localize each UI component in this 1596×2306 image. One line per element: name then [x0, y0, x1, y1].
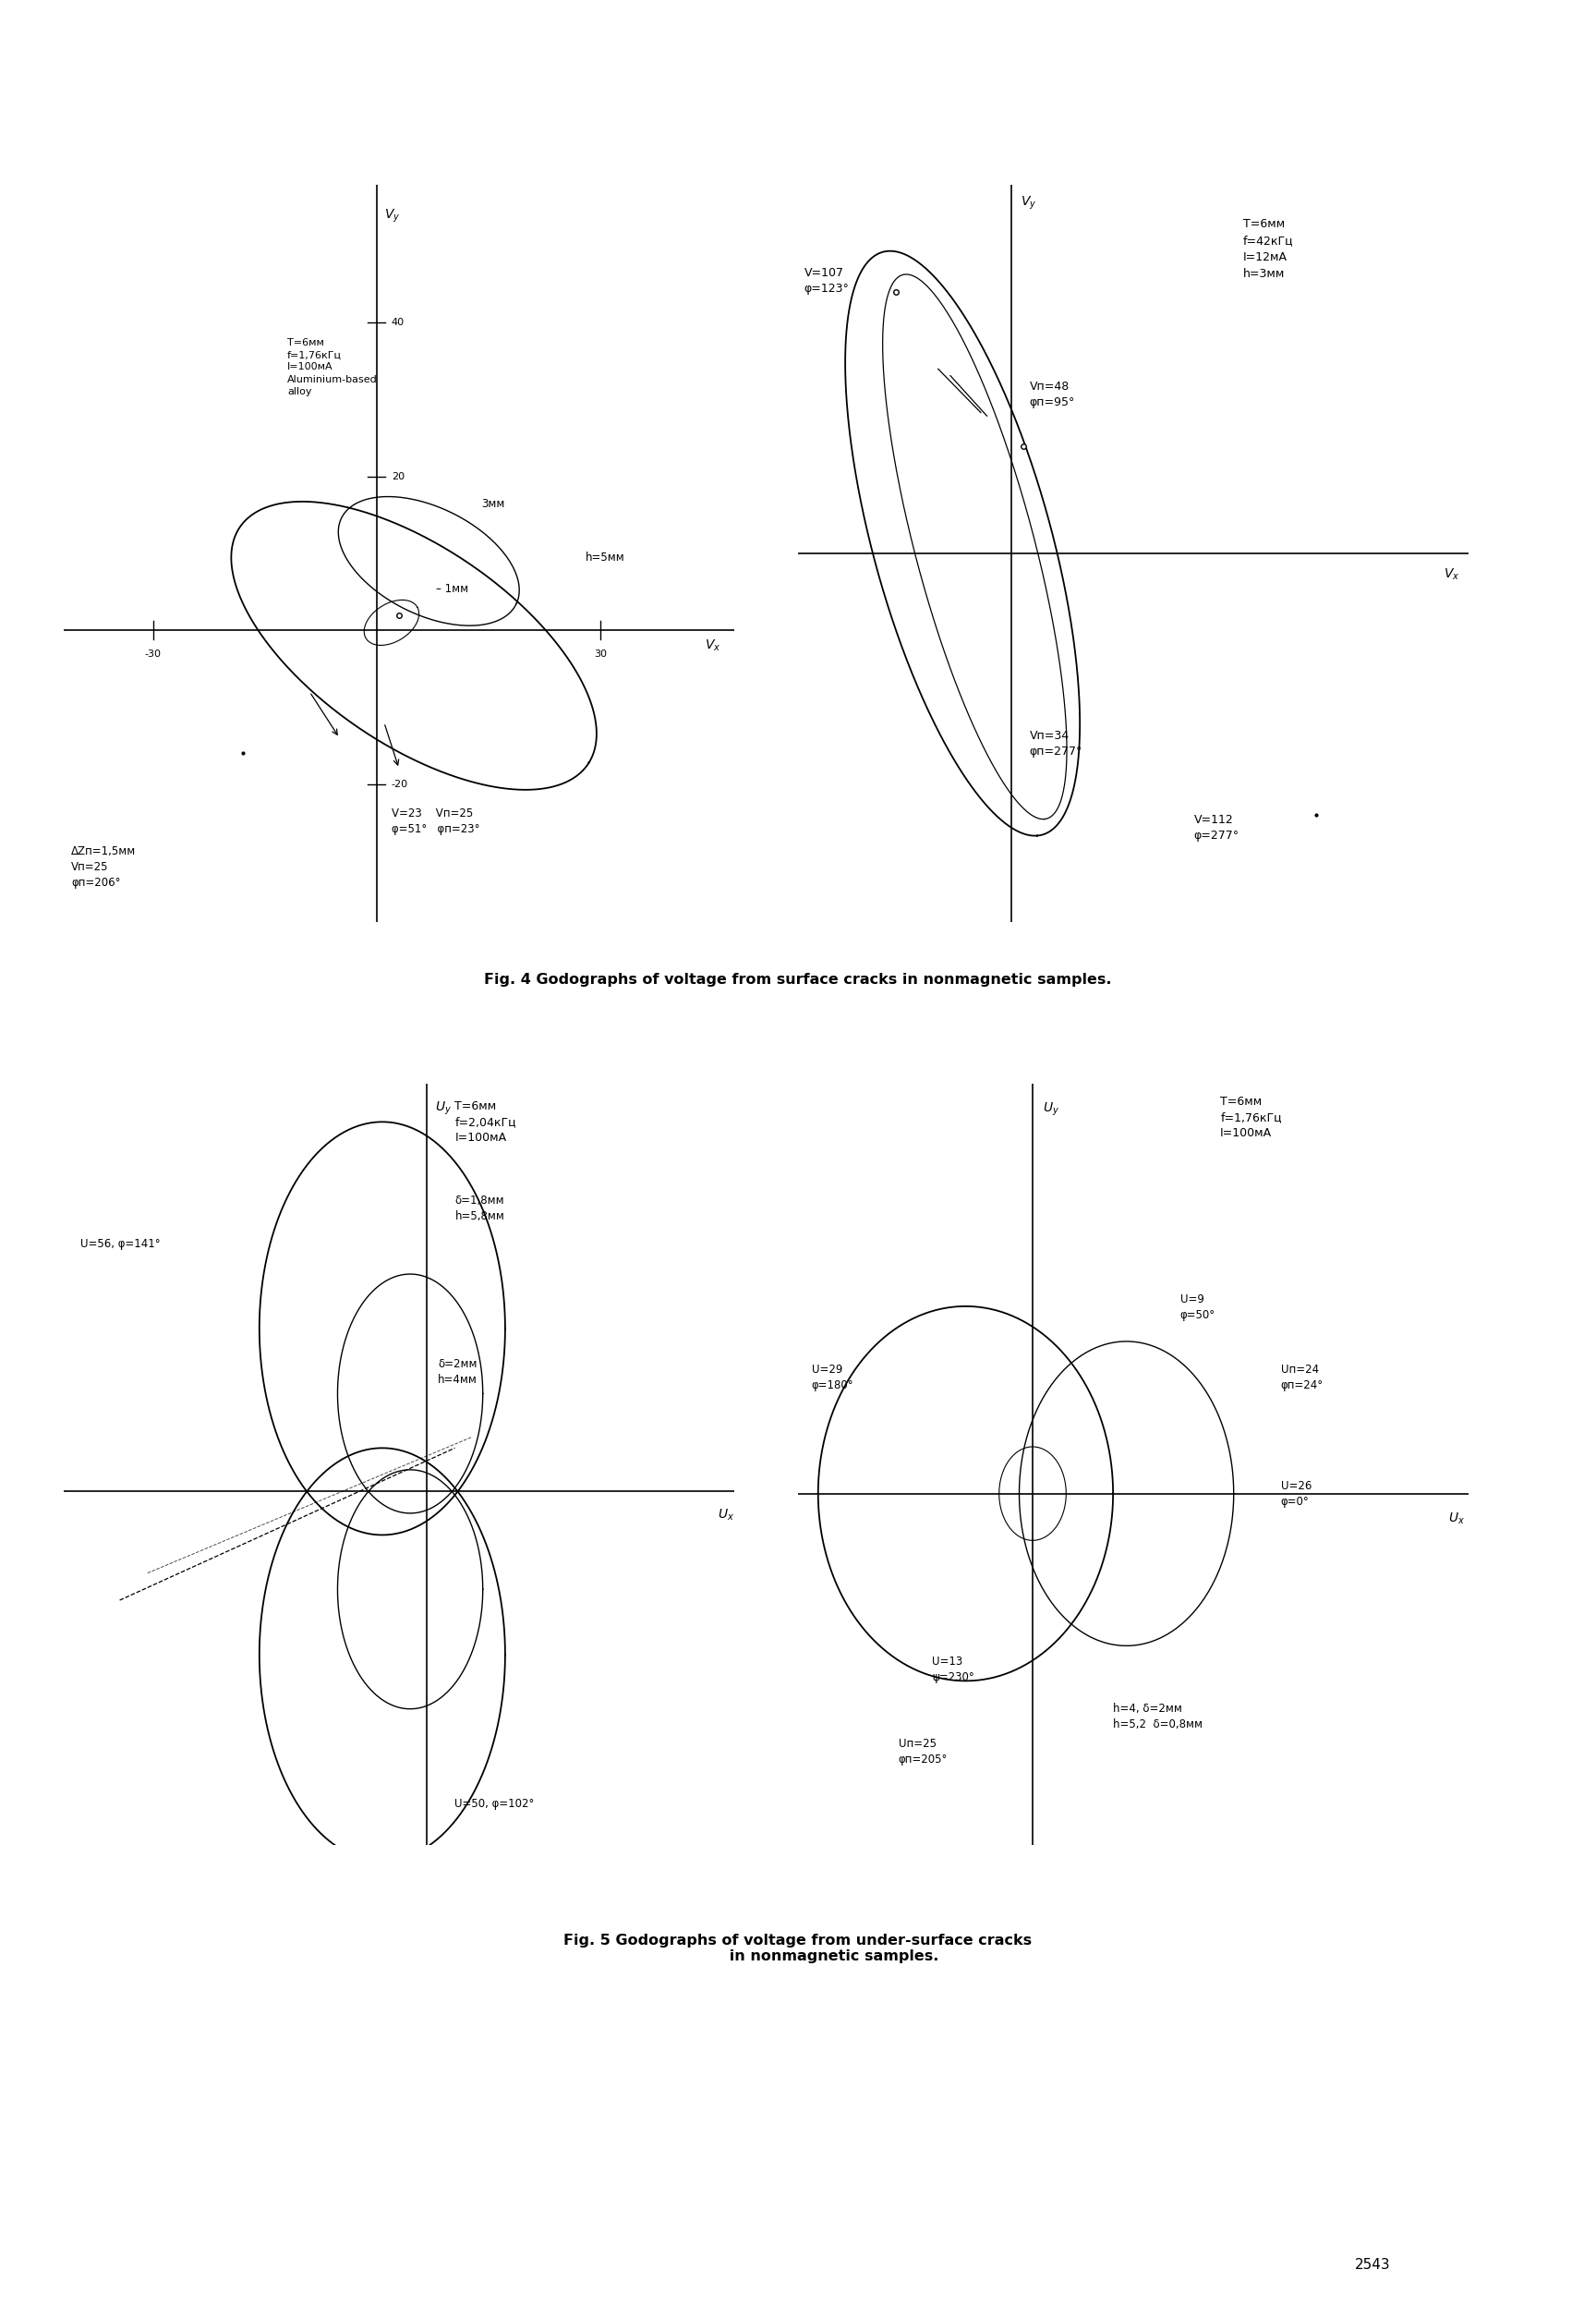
Text: -20: -20 — [391, 779, 409, 789]
Text: U=56, φ=141°: U=56, φ=141° — [80, 1238, 161, 1250]
Text: – 1мм: – 1мм — [436, 583, 469, 595]
Text: 3мм: 3мм — [480, 498, 504, 510]
Text: $V_x$: $V_x$ — [704, 639, 720, 653]
Text: Vп=48
φп=95°: Vп=48 φп=95° — [1029, 380, 1076, 408]
Text: T=6мм
f=42кГц
I=12мА
h=3мм: T=6мм f=42кГц I=12мА h=3мм — [1243, 219, 1293, 279]
Text: $U_x$: $U_x$ — [1448, 1510, 1465, 1527]
Text: U=9
φ=50°: U=9 φ=50° — [1179, 1294, 1215, 1321]
Text: $V_x$: $V_x$ — [1444, 567, 1460, 581]
Text: δ=2мм
h=4мм: δ=2мм h=4мм — [437, 1358, 477, 1386]
Text: $V_y$: $V_y$ — [1020, 194, 1036, 212]
Text: Uп=25
φп=205°: Uп=25 φп=205° — [899, 1739, 948, 1766]
Text: V=107
φ=123°: V=107 φ=123° — [804, 267, 849, 295]
Text: T=6мм
f=1,76кГц
I=100мА: T=6мм f=1,76кГц I=100мА — [1221, 1095, 1282, 1139]
Text: U=13
ψ=230°: U=13 ψ=230° — [932, 1656, 974, 1683]
Text: 30: 30 — [594, 650, 606, 660]
Text: Fig. 5 Godographs of voltage from under-surface cracks
              in nonmagne: Fig. 5 Godographs of voltage from under-… — [563, 1935, 1033, 1962]
Text: h=5мм: h=5мм — [586, 551, 624, 565]
Text: 20: 20 — [391, 473, 405, 482]
Text: $U_x$: $U_x$ — [717, 1508, 734, 1522]
Text: Fig. 4 Godographs of voltage from surface cracks in nonmagnetic samples.: Fig. 4 Godographs of voltage from surfac… — [484, 973, 1112, 987]
Text: T=6мм
f=1,76кГц
I=100мА
Aluminium-based
alloy: T=6мм f=1,76кГц I=100мА Aluminium-based … — [287, 339, 378, 397]
Text: $V_y$: $V_y$ — [385, 208, 401, 224]
Text: U=50, φ=102°: U=50, φ=102° — [455, 1796, 535, 1810]
Text: $U_y$: $U_y$ — [436, 1100, 452, 1116]
Text: δ=1,8мм
h=5,8мм: δ=1,8мм h=5,8мм — [455, 1195, 504, 1222]
Text: 40: 40 — [391, 318, 405, 327]
Text: -30: -30 — [145, 650, 161, 660]
Text: U=26
φ=0°: U=26 φ=0° — [1280, 1480, 1312, 1508]
Text: ΔZп=1,5мм
Vп=25
φп=206°: ΔZп=1,5мм Vп=25 φп=206° — [72, 846, 136, 888]
Text: 2543: 2543 — [1355, 2258, 1390, 2271]
Text: V=112
φ=277°: V=112 φ=277° — [1194, 814, 1240, 842]
Text: V=23    Vп=25
φ=51°   φп=23°: V=23 Vп=25 φ=51° φп=23° — [391, 807, 480, 835]
Text: U=29
φ=180°: U=29 φ=180° — [811, 1363, 854, 1391]
Text: Uп=24
φп=24°: Uп=24 φп=24° — [1280, 1363, 1323, 1391]
Text: h=4, δ=2мм
h=5,2  δ=0,8мм: h=4, δ=2мм h=5,2 δ=0,8мм — [1112, 1702, 1203, 1730]
Text: T=6мм
f=2,04кГц
I=100мА: T=6мм f=2,04кГц I=100мА — [455, 1100, 517, 1144]
Text: $U_y$: $U_y$ — [1042, 1102, 1060, 1118]
Text: Vп=34
φп=277°: Vп=34 φп=277° — [1029, 729, 1082, 756]
